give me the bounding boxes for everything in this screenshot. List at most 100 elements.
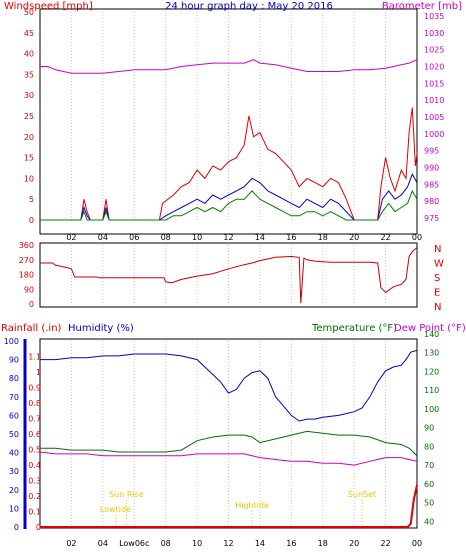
- baro-axis-ticks: 975 980 985 990 995 1000 1005 1010 1015 1020 1025 1…: [424, 12, 444, 223]
- wind-series: [40, 59, 418, 221]
- temp-tick-label: 60: [424, 480, 434, 489]
- rain-tick-label: 1.1: [28, 353, 41, 362]
- humidity-tick-label: 40: [9, 449, 19, 458]
- humidity-axis-title: Humidity (%): [68, 323, 134, 334]
- event-markers: Sun Rise Lowtide Hightide SunSet: [100, 490, 376, 527]
- baro-tick-label: 1010: [424, 96, 444, 105]
- x-axis-ticks-bottom: 02 04 Low06c 08 10 12 14 16 18 20 22 00: [66, 539, 422, 548]
- x-tick-label: 02: [66, 539, 76, 548]
- temp-axis-title: Temperature (°F): [311, 323, 397, 334]
- rain-humidity-axis-ticks: 0 10 20 30 40 50 60 70 80 90 100 0 0.1 0.2 0.3 0.4 0.5 0.…: [4, 337, 41, 532]
- series-low: [40, 189, 418, 221]
- humidity-tick-label: 60: [9, 411, 19, 420]
- wind-tick-label: 45: [24, 29, 34, 38]
- rain-tick-label: 0.9: [28, 384, 41, 393]
- x-tick-label: Low06c: [119, 539, 149, 548]
- baro-tick-label: 1025: [424, 46, 444, 55]
- rain-tick-label: 0.6: [28, 430, 41, 439]
- x-tick-label: 18: [318, 539, 328, 548]
- temp-tick-label: 90: [424, 424, 434, 433]
- wind-tick-label: 5: [29, 195, 34, 204]
- compass-label: E: [434, 288, 440, 299]
- rain-tick-label: 0.4: [28, 461, 41, 470]
- wind-tick-label: 15: [24, 154, 34, 163]
- humidity-tick-label: 90: [9, 356, 19, 365]
- x-tick-label: 02: [66, 233, 76, 242]
- x-tick-label: 10: [192, 233, 202, 242]
- humidity-tick-label: 70: [9, 393, 19, 402]
- wind-tick-label: 50: [24, 8, 34, 17]
- humidity-tick-label: 10: [9, 504, 19, 513]
- event-label: SunSet: [348, 490, 376, 499]
- temp-axis-ticks: 40 50 60 70 80 90 100 110 120 130 140: [424, 330, 439, 526]
- series-baro: [40, 59, 418, 74]
- wind-tick-label: 30: [24, 91, 34, 100]
- temp-tick-label: 130: [424, 349, 439, 358]
- direction-tick-label: 270: [19, 256, 34, 265]
- wind-tick-label: 10: [24, 174, 34, 183]
- baro-tick-label: 1035: [424, 12, 444, 21]
- rain-tick-label: 0.5: [28, 446, 41, 455]
- graph-title: 24 hour graph day : May 20 2016: [165, 1, 333, 12]
- wind-tick-label: 40: [24, 50, 34, 59]
- x-tick-label: 14: [255, 233, 265, 242]
- wind-tick-label: 20: [24, 133, 34, 142]
- x-tick-label: 20: [349, 539, 359, 548]
- x-tick-label: 06: [129, 233, 139, 242]
- x-tick-label: 08: [161, 233, 171, 242]
- direction-tick-label: 90: [24, 285, 34, 294]
- temp-tick-label: 120: [424, 367, 439, 376]
- temp-grid: [70, 341, 387, 527]
- direction-plot-frame: [39, 242, 418, 308]
- event-label: Sun Rise: [109, 490, 144, 499]
- baro-tick-label: 1005: [424, 113, 444, 122]
- rain-tick-label: 0.2: [28, 492, 41, 501]
- event-label: Hightide: [235, 501, 269, 510]
- x-tick-label: 16: [286, 233, 296, 242]
- x-tick-label: 22: [380, 233, 390, 242]
- x-tick-label: 16: [286, 539, 296, 548]
- rain-tick-label: 0.3: [28, 477, 41, 486]
- compass-label: N: [434, 302, 441, 313]
- temp-tick-label: 110: [424, 386, 439, 395]
- temp-tick-label: 80: [424, 442, 434, 451]
- wind-tick-label: 0: [29, 216, 34, 225]
- humidity-tick-label: 100: [4, 337, 19, 346]
- direction-tick-label: 360: [19, 241, 34, 250]
- x-tick-label: 12: [223, 539, 233, 548]
- humidity-tick-label: 0: [14, 523, 19, 532]
- series-direction: [40, 247, 418, 304]
- compass-label: W: [434, 259, 444, 270]
- series-rain: [40, 484, 418, 528]
- compass-label: N: [434, 244, 441, 255]
- temp-tick-label: 50: [424, 499, 434, 508]
- humidity-tick-label: 80: [9, 374, 19, 383]
- x-tick-label: 04: [98, 539, 108, 548]
- x-tick-label: 04: [98, 233, 108, 242]
- humidity-tick-label: 20: [9, 486, 19, 495]
- x-axis-ticks-top: 02 04 06 08 10 12 14 16 18 20 22 00: [66, 233, 422, 242]
- series-humidity: [40, 349, 418, 422]
- rain-axis-title: Rainfall (.in): [1, 323, 62, 334]
- wind-tick-label: 35: [24, 70, 34, 79]
- temp-series: [39, 349, 418, 528]
- temp-tick-label: 70: [424, 461, 434, 470]
- series-dewpoint: [39, 451, 418, 466]
- x-tick-label: 18: [318, 233, 328, 242]
- direction-grid: [70, 245, 387, 304]
- x-tick-label: 14: [255, 539, 265, 548]
- series-temperature: [40, 430, 418, 457]
- wind-axis-title: Windspeed [mph]: [4, 1, 93, 12]
- humidity-tick-label: 50: [9, 430, 19, 439]
- baro-tick-label: 980: [424, 197, 439, 206]
- baro-tick-label: 1030: [424, 29, 444, 38]
- x-tick-label: 00: [412, 233, 422, 242]
- x-tick-label: 20: [349, 233, 359, 242]
- baro-tick-label: 1020: [424, 62, 444, 71]
- temp-tick-label: 40: [424, 517, 434, 526]
- temp-tick-label: 140: [424, 330, 439, 339]
- x-tick-label: 08: [161, 539, 171, 548]
- baro-tick-label: 990: [424, 163, 439, 172]
- wind-plot-frame: [39, 8, 418, 235]
